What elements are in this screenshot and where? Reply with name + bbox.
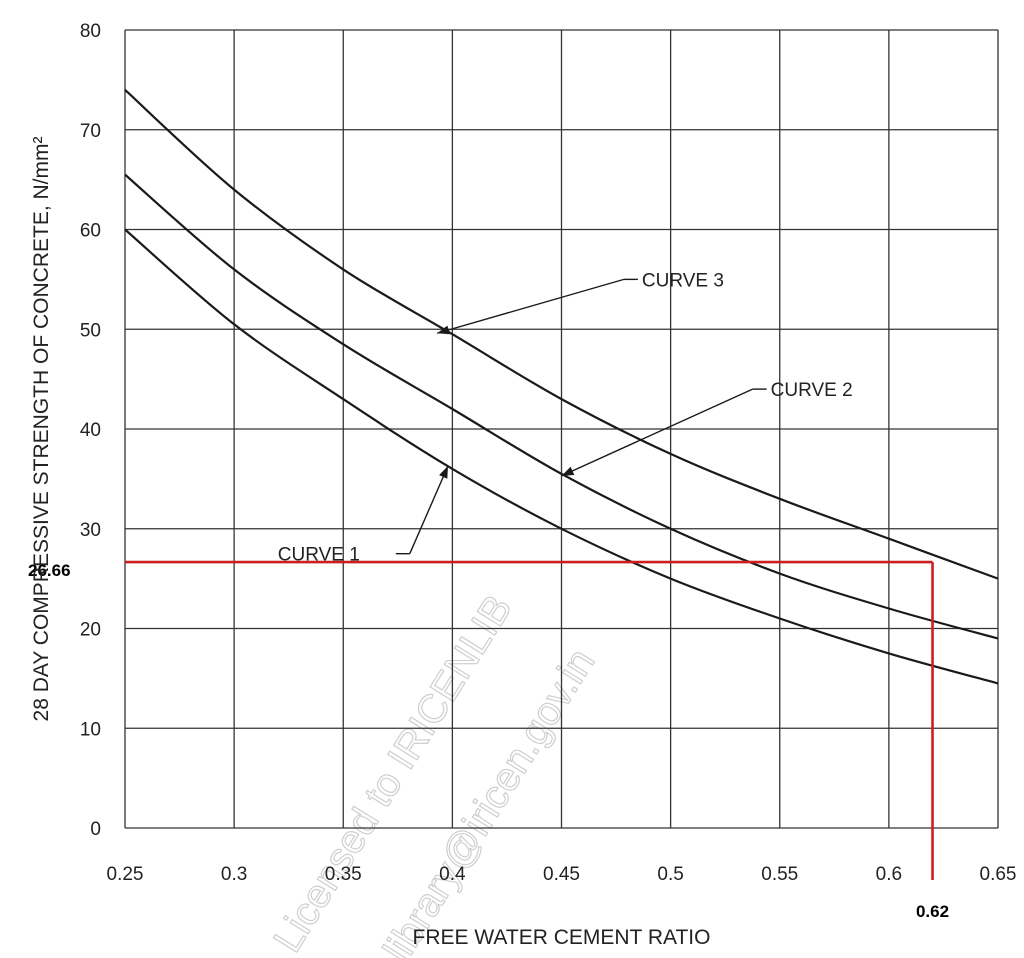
y-tick-label: 50 [80,320,101,341]
series-line-curve-2 [124,173,999,640]
x-tick-label: 0.25 [107,864,144,885]
y-axis-title: 28 DAY COMPRESSIVE STRENGTH OF CONCRETE,… [30,137,53,722]
annotation-pointer-line [561,388,753,477]
y-tick-label: 60 [80,221,101,242]
annotation-arrowhead [561,466,575,476]
y-tick-label: 20 [80,620,101,641]
y-tick-label: 70 [80,121,101,142]
x-axis-title: FREE WATER CEMENT RATIO [413,926,711,949]
reference-lines: 0.62 26.66 [28,560,949,921]
x-tick-label: 0.45 [543,864,580,885]
x-tick-label: 0.55 [761,864,798,885]
curve-label: CURVE 1 [278,545,360,566]
reference-x-label: 0.62 [916,902,949,921]
x-tick-label: 0.35 [325,864,362,885]
x-tick-label: 0.3 [221,864,247,885]
grid [124,29,999,829]
x-tick-label: 0.5 [657,864,683,885]
y-tick-label: 30 [80,520,101,541]
y-tick-label: 40 [80,420,101,441]
watermark-line-2: library@iricen.gov.in [375,641,603,958]
curve-annotations: CURVE 3 CURVE 2 CURVE 1 [278,270,853,565]
watermark-line-1: Licensed to IRICENLIB [265,588,520,958]
annotation-pointer-line [436,278,625,334]
curve-label: CURVE 3 [642,270,724,291]
curve-label: CURVE 2 [771,380,853,401]
x-tick-label: 0.65 [980,864,1017,885]
y-tick-label: 80 [80,21,101,42]
y-tick-label: 10 [80,719,101,740]
annotation-pointer-line [409,465,449,554]
annotation-arrowhead [437,325,450,335]
y-tick-labels: 0 10 20 30 40 50 60 70 80 [80,21,101,840]
y-tick-label: 0 [90,819,101,840]
watermark: Licensed to IRICENLIB library@iricen.gov… [265,587,604,958]
series-lines [124,88,999,685]
series-line-curve-1 [124,228,999,685]
reference-y-label: 26.66 [28,561,71,580]
annotation-arrowhead [439,465,448,479]
x-tick-label: 0.6 [876,864,902,885]
x-tick-labels: 0.25 0.3 0.35 0.4 0.45 0.5 0.55 0.6 0.65 [107,864,1017,885]
x-tick-label: 0.4 [439,864,466,885]
series-line-curve-3 [124,88,999,580]
